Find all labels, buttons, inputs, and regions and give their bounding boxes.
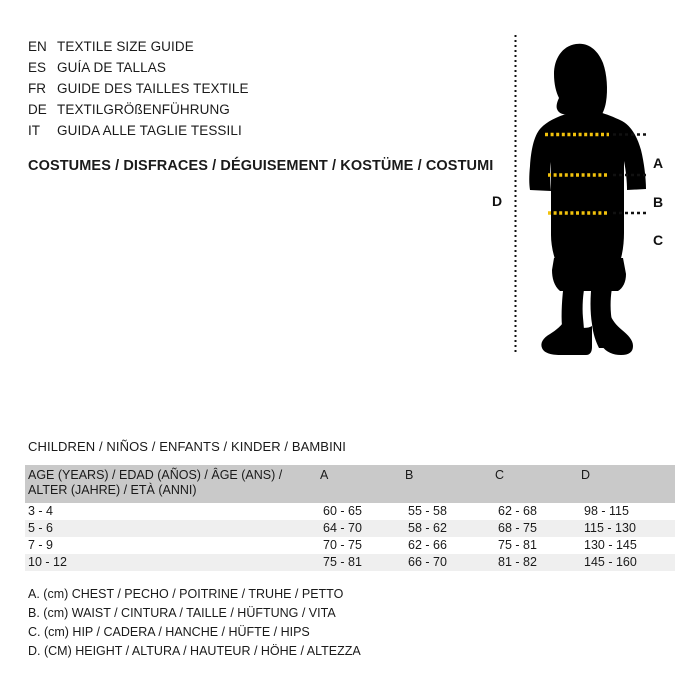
- cell-d: 130 - 145: [581, 537, 675, 554]
- language-title: GUIDE DES TAILLES TEXTILE: [57, 81, 249, 96]
- language-list: EN TEXTILE SIZE GUIDE ES GUÍA DE TALLAS FR…: [28, 36, 468, 141]
- cell-b: 55 - 58: [405, 503, 495, 520]
- language-row-es: ES GUÍA DE TALLAS: [28, 57, 468, 78]
- dimension-label-b: B: [653, 194, 664, 210]
- language-row-it: IT GUIDA ALLE TAGLIE TESSILI: [28, 120, 468, 141]
- table-header-row: AGE (YEARS) / EDAD (AÑOS) / ÂGE (ANS) / …: [25, 465, 675, 503]
- dimension-label-c: C: [653, 232, 664, 248]
- column-header-d: D: [581, 465, 675, 503]
- child-silhouette-svg: [514, 35, 648, 355]
- legend-item-b: B. (cm) WAIST / CINTURA / TAILLE / HÜFTU…: [28, 606, 336, 620]
- table-row: 3 - 4 60 - 65 55 - 58 62 - 68 98 - 115: [25, 503, 675, 520]
- language-code: FR: [28, 81, 46, 96]
- language-title: TEXTILE SIZE GUIDE: [57, 39, 194, 54]
- size-table-body: 3 - 4 60 - 65 55 - 58 62 - 68 98 - 115 5…: [25, 503, 675, 571]
- cell-b: 58 - 62: [405, 520, 495, 537]
- dimension-label-a: A: [653, 155, 664, 171]
- column-header-age: AGE (YEARS) / EDAD (AÑOS) / ÂGE (ANS) / …: [25, 465, 320, 503]
- cell-d: 115 - 130: [581, 520, 675, 537]
- cell-c: 81 - 82: [495, 554, 581, 571]
- cell-a: 75 - 81: [320, 554, 405, 571]
- size-table: AGE (YEARS) / EDAD (AÑOS) / ÂGE (ANS) / …: [25, 465, 675, 571]
- language-title: GUÍA DE TALLAS: [57, 60, 166, 75]
- column-header-b: B: [405, 465, 495, 503]
- language-title: TEXTILGRÖßENFÜHRUNG: [57, 102, 230, 117]
- legend-item-d: D. (CM) HEIGHT / ALTURA / HAUTEUR / HÖHE…: [28, 644, 361, 658]
- children-section-heading: CHILDREN / NIÑOS / ENFANTS / KINDER / BA…: [28, 439, 346, 454]
- language-row-de: DE TEXTILGRÖßENFÜHRUNG: [28, 99, 468, 120]
- cell-age: 7 - 9: [25, 537, 320, 554]
- cell-a: 60 - 65: [320, 503, 405, 520]
- language-code: EN: [28, 39, 47, 54]
- cell-a: 70 - 75: [320, 537, 405, 554]
- size-table-header: AGE (YEARS) / EDAD (AÑOS) / ÂGE (ANS) / …: [25, 465, 675, 503]
- cell-b: 62 - 66: [405, 537, 495, 554]
- dimension-label-d: D: [492, 193, 503, 209]
- age-header-line2: ALTER (JAHRE) / ETÀ (ANNI): [28, 483, 197, 497]
- cell-a: 64 - 70: [320, 520, 405, 537]
- table-row: 7 - 9 70 - 75 62 - 66 75 - 81 130 - 145: [25, 537, 675, 554]
- measurement-legend: A. (cm) CHEST / PECHO / POITRINE / TRUHE…: [28, 585, 361, 661]
- age-header-line1: AGE (YEARS) / EDAD (AÑOS) / ÂGE (ANS) /: [28, 468, 283, 482]
- language-row-fr: FR GUIDE DES TAILLES TEXTILE: [28, 78, 468, 99]
- column-header-c: C: [495, 465, 581, 503]
- body-measurement-diagram: D A B C: [480, 30, 680, 360]
- language-title: GUIDA ALLE TAGLIE TESSILI: [57, 123, 242, 138]
- costumes-title: COSTUMES / DISFRACES / DÉGUISEMENT / KOS…: [28, 158, 494, 174]
- cell-age: 10 - 12: [25, 554, 320, 571]
- cell-age: 3 - 4: [25, 503, 320, 520]
- silhouette-shape: [529, 43, 646, 355]
- table-row: 5 - 6 64 - 70 58 - 62 68 - 75 115 - 130: [25, 520, 675, 537]
- language-row-en: EN TEXTILE SIZE GUIDE: [28, 36, 468, 57]
- cell-c: 68 - 75: [495, 520, 581, 537]
- cell-c: 62 - 68: [495, 503, 581, 520]
- cell-c: 75 - 81: [495, 537, 581, 554]
- language-code: ES: [28, 60, 47, 75]
- cell-b: 66 - 70: [405, 554, 495, 571]
- cell-d: 98 - 115: [581, 503, 675, 520]
- cell-age: 5 - 6: [25, 520, 320, 537]
- legend-item-c: C. (cm) HIP / CADERA / HANCHE / HÜFTE / …: [28, 625, 310, 639]
- legend-item-a: A. (cm) CHEST / PECHO / POITRINE / TRUHE…: [28, 587, 344, 601]
- column-header-a: A: [320, 465, 405, 503]
- cell-d: 145 - 160: [581, 554, 675, 571]
- language-code: IT: [28, 123, 40, 138]
- table-row: 10 - 12 75 - 81 66 - 70 81 - 82 145 - 16…: [25, 554, 675, 571]
- language-code: DE: [28, 102, 47, 117]
